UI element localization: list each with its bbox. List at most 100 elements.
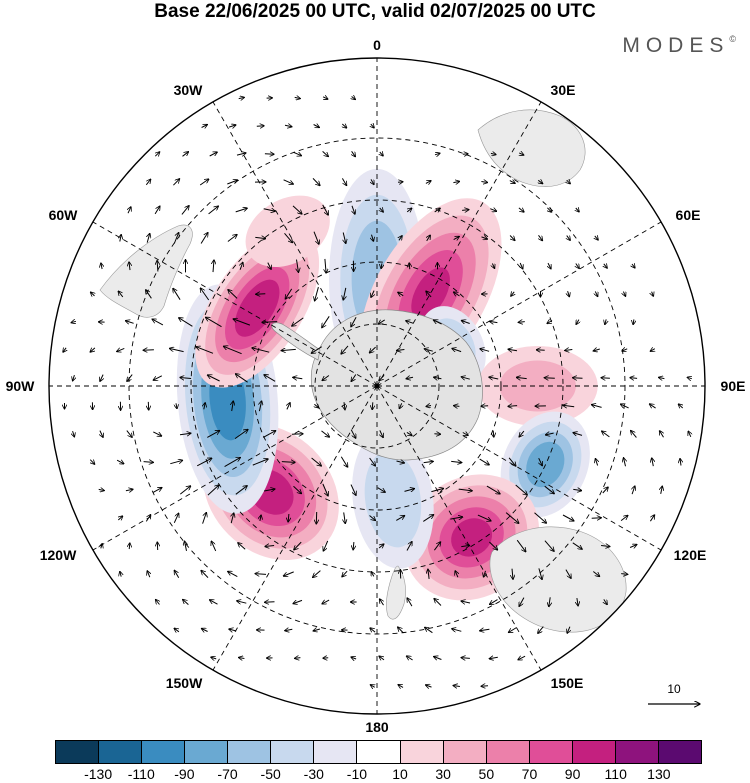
wind-vector [240, 262, 243, 270]
colorbar-tick-label: -30 [303, 766, 324, 782]
wind-vector [407, 598, 413, 607]
wind-vector [129, 543, 130, 550]
wind-vector [199, 179, 209, 186]
wind-vector [407, 208, 412, 212]
wind-vector [236, 153, 246, 155]
wind-vector [481, 686, 489, 687]
wind-vector [539, 235, 543, 240]
wind-vector [315, 286, 319, 301]
wind-vector [118, 291, 124, 298]
wind-vector [213, 260, 214, 273]
wind-vector [479, 458, 490, 465]
wind-vector [567, 236, 571, 241]
wind-vector [207, 431, 219, 438]
wind-vector [207, 485, 219, 496]
wind-vector [262, 431, 276, 438]
wind-vector [461, 377, 470, 379]
wind-vector [229, 629, 237, 631]
wind-vector [369, 515, 376, 521]
wind-vector [297, 259, 299, 273]
wind-vector [534, 512, 547, 523]
wind-vector [462, 433, 468, 436]
wind-vector [147, 233, 150, 243]
wind-vector [490, 209, 496, 212]
wind-vector [321, 430, 330, 437]
wind-vector [406, 542, 412, 551]
wind-vector [511, 292, 514, 296]
colorbar-tick-label: 50 [478, 766, 495, 782]
colorbar-swatch [615, 741, 659, 763]
wind-vector [426, 291, 432, 298]
wind-vector [452, 629, 462, 632]
lon-label-0: 0 [373, 37, 381, 53]
polar-map [48, 57, 706, 715]
reference-vector: 10 [646, 682, 706, 712]
wind-vector [228, 290, 238, 299]
wind-vector [174, 628, 179, 632]
wind-vector [678, 404, 682, 408]
anomaly-contour [364, 451, 422, 548]
wind-vector [350, 429, 356, 439]
wind-vector [508, 457, 516, 466]
colorbar-swatch [56, 741, 100, 763]
wind-vector [396, 461, 405, 463]
positive-anomaly-center [245, 195, 330, 267]
wind-vector [427, 235, 431, 242]
wind-vector [660, 431, 664, 438]
wind-vector [595, 459, 597, 466]
wind-vector [381, 263, 382, 268]
wind-vector [117, 348, 125, 351]
wind-vector [631, 431, 637, 438]
wind-vector [538, 568, 542, 579]
wind-vector [351, 657, 357, 659]
wind-vector [235, 486, 247, 495]
wind-vector [118, 516, 122, 520]
wind-vector [490, 153, 496, 154]
wind-vector [238, 97, 245, 98]
lon-label-150w: 150W [165, 675, 203, 691]
wind-vector [591, 405, 602, 408]
wind-vector [602, 487, 608, 494]
wind-vector [98, 489, 105, 490]
wind-vector [232, 401, 234, 412]
wind-vector [481, 182, 487, 183]
wind-vector [423, 515, 433, 522]
wind-vector [153, 431, 161, 436]
wind-vector [63, 348, 66, 352]
wind-vector [680, 459, 681, 466]
wind-vector [450, 517, 462, 519]
wind-vector [179, 486, 190, 495]
colorbar-swatch [400, 741, 444, 763]
wind-vector [406, 656, 413, 660]
wind-vector [573, 489, 581, 490]
wind-vector [341, 345, 349, 354]
wind-vector [157, 261, 158, 272]
colorbar-tick-label: -70 [217, 766, 238, 782]
wind-vector [508, 627, 517, 633]
wind-vector [461, 321, 470, 324]
wind-vector [461, 545, 469, 546]
wind-vector [281, 349, 296, 350]
wind-vector [173, 513, 178, 524]
south-america-land [99, 224, 193, 318]
wind-vector [259, 401, 261, 412]
reference-arrow-icon [648, 682, 706, 712]
wind-vector [285, 629, 293, 630]
colorbar [55, 740, 702, 764]
wind-vector [490, 599, 498, 605]
wind-vector [291, 434, 303, 435]
wind-vector [340, 456, 347, 467]
wind-vector [562, 514, 574, 521]
wind-vector [116, 460, 124, 464]
wind-vector [202, 512, 207, 524]
meridian-line [376, 385, 662, 551]
wind-vector [292, 205, 302, 214]
wind-vector [516, 377, 527, 378]
wind-vector [624, 458, 626, 467]
wind-vector [451, 461, 462, 462]
wind-vector [454, 406, 460, 407]
anomaly-field [176, 168, 598, 601]
map-title: Base 22/06/2025 00 UTC, valid 02/07/2025… [154, 1, 596, 22]
wind-vector [632, 264, 635, 268]
wind-vector [185, 541, 187, 552]
